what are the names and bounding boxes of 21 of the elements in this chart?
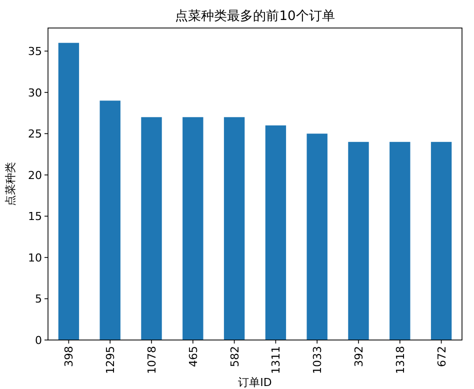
x-tick-label: 392 (352, 346, 366, 367)
x-tick-label: 1295 (104, 346, 118, 374)
y-tick-label: 10 (28, 251, 42, 264)
chart-title: 点菜种类最多的前10个订单 (175, 9, 335, 24)
y-tick-label: 25 (28, 128, 42, 141)
x-tick-label: 1078 (146, 346, 158, 374)
y-tick-label: 15 (28, 210, 42, 224)
x-tick-label: 672 (435, 346, 448, 367)
y-tick-label: 35 (28, 45, 42, 58)
x-tick-label: 582 (228, 346, 242, 367)
x-tick-label: 398 (62, 346, 76, 367)
x-tick-label: 1318 (394, 346, 407, 374)
y-tick-label: 5 (35, 292, 42, 306)
y-tick-label: 0 (35, 334, 42, 347)
x-tick-label: 465 (186, 346, 200, 367)
y-axis-title: 点菜种类 (4, 162, 17, 206)
y-tick-label: 30 (28, 86, 42, 100)
y-tick-label: 20 (28, 168, 42, 182)
x-tick-label: 1033 (311, 346, 324, 374)
x-tick-label: 1311 (270, 346, 283, 374)
x-axis-title: 订单ID (238, 376, 272, 389)
